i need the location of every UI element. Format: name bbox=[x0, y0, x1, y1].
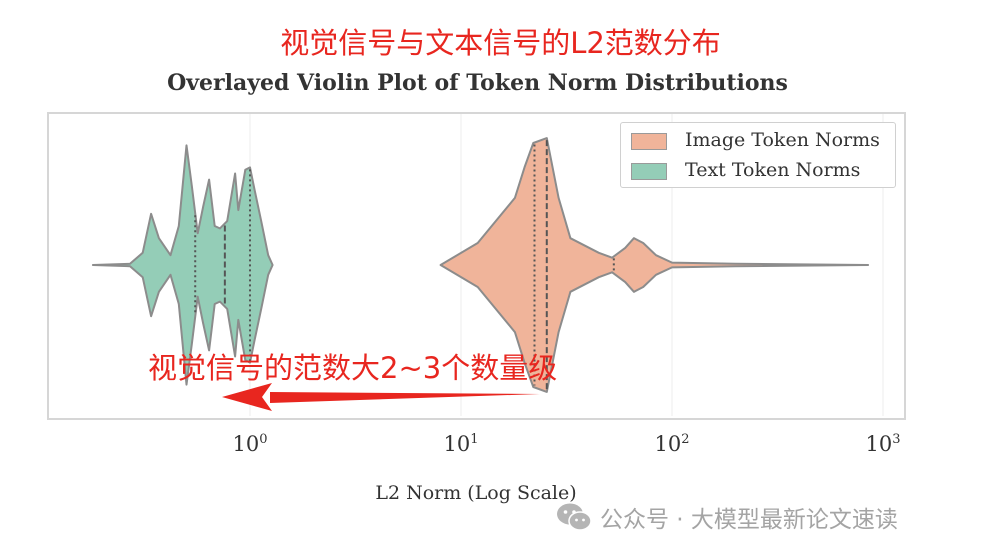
legend: Image Token Norms Text Token Norms bbox=[620, 122, 896, 188]
x-tick-exp-2: 2 bbox=[681, 432, 690, 447]
watermark: 公众号 · 大模型最新论文速读 bbox=[556, 500, 898, 534]
x-axis-label: L2 Norm (Log Scale) bbox=[375, 482, 577, 504]
arrow-head bbox=[222, 383, 272, 411]
violin-layer bbox=[91, 137, 870, 393]
violin-image bbox=[439, 137, 870, 393]
arrow-shaft bbox=[270, 392, 540, 403]
legend-label-image: Image Token Norms bbox=[685, 129, 880, 151]
x-tick-exp-3: 3 bbox=[892, 432, 901, 447]
x-tick-base-2: 10 bbox=[654, 432, 682, 456]
x-tick-exp-0: 0 bbox=[259, 432, 268, 447]
annotation-arrow-text: 视觉信号的范数大2~3个数量级 bbox=[148, 351, 558, 385]
legend-label-text: Text Token Norms bbox=[685, 159, 861, 181]
x-tick-base-0: 10 bbox=[232, 432, 260, 456]
x-tick-exp-1: 1 bbox=[470, 432, 479, 447]
annotation-arrow bbox=[222, 383, 540, 411]
wechat-icon bbox=[557, 503, 592, 531]
violin-text bbox=[91, 144, 274, 386]
x-tick-label-0: 100 bbox=[210, 432, 290, 456]
x-tick-base-3: 10 bbox=[865, 432, 893, 456]
legend-swatch-text bbox=[631, 163, 667, 180]
annotation-title: 视觉信号与文本信号的L2范数分布 bbox=[280, 26, 721, 60]
x-tick-label-3: 103 bbox=[843, 432, 923, 456]
chart-title: Overlayed Violin Plot of Token Norm Dist… bbox=[167, 70, 788, 96]
x-tick-base-1: 10 bbox=[443, 432, 471, 456]
watermark-text: 公众号 · 大模型最新论文速读 bbox=[600, 507, 898, 533]
x-tick-label-2: 102 bbox=[632, 432, 712, 456]
legend-swatch-image bbox=[631, 133, 667, 150]
x-tick-label-1: 101 bbox=[421, 432, 501, 456]
